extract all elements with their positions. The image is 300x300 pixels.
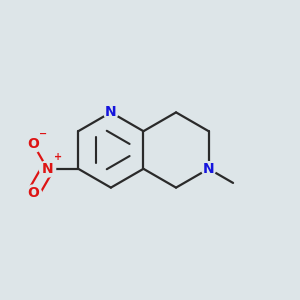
Text: N: N (203, 162, 214, 176)
Text: N: N (42, 162, 53, 176)
Text: +: + (54, 152, 62, 162)
Text: O: O (27, 137, 39, 152)
Circle shape (39, 160, 56, 177)
Circle shape (201, 162, 216, 176)
Circle shape (104, 105, 118, 120)
Text: N: N (105, 105, 117, 119)
Text: O: O (27, 186, 39, 200)
Text: −: − (39, 129, 47, 139)
Circle shape (25, 136, 41, 153)
Circle shape (25, 185, 41, 201)
